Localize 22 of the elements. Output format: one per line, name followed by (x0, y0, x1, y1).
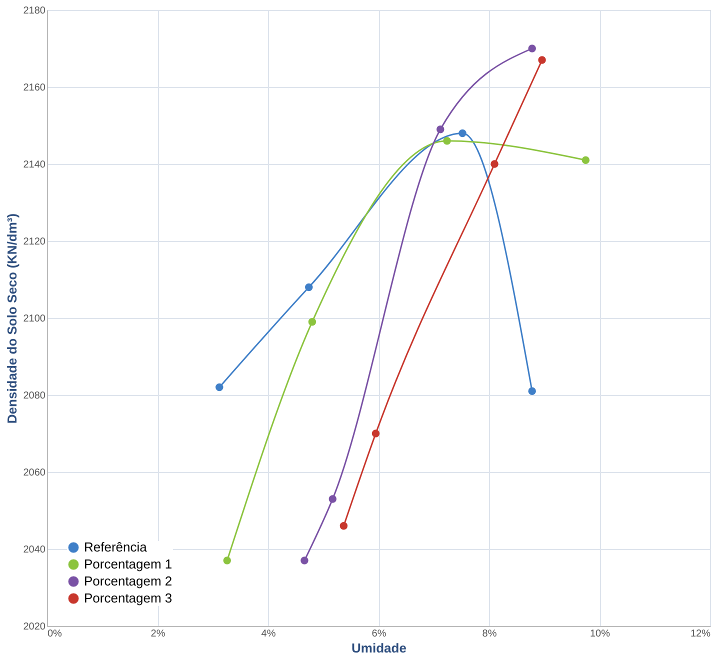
x-tick-label: 10% (590, 628, 610, 640)
y-axis-title: Densidade do Solo Seco (KN/dm³) (4, 213, 20, 424)
y-tick-label: 2160 (23, 82, 46, 94)
x-tick-label: 8% (482, 628, 497, 640)
x-tick-label: 6% (372, 628, 386, 640)
x-axis-title: Umidade (352, 640, 406, 656)
y-tick-label: 2020 (23, 622, 46, 632)
x-tick-label: 12% (690, 628, 711, 640)
x-tick-label: 4% (261, 628, 276, 640)
y-tick-label: 2060 (23, 468, 46, 478)
legend-label: Referência (84, 540, 148, 554)
x-tick-label: 0% (48, 628, 62, 640)
legend-label: Porcentagem 1 (84, 556, 172, 572)
y-tick-label: 2080 (23, 390, 46, 402)
y-tick-label: 2140 (23, 160, 46, 170)
y-tick-label: 2120 (23, 236, 46, 248)
legend-label: Porcentagem 3 (84, 590, 172, 606)
x-tick-label: 2% (150, 628, 166, 640)
legend-label: Porcentagem 2 (84, 574, 172, 588)
y-tick-label: 2100 (23, 314, 46, 324)
y-tick-label: 2180 (23, 6, 46, 16)
y-tick-label: 2040 (23, 544, 46, 556)
